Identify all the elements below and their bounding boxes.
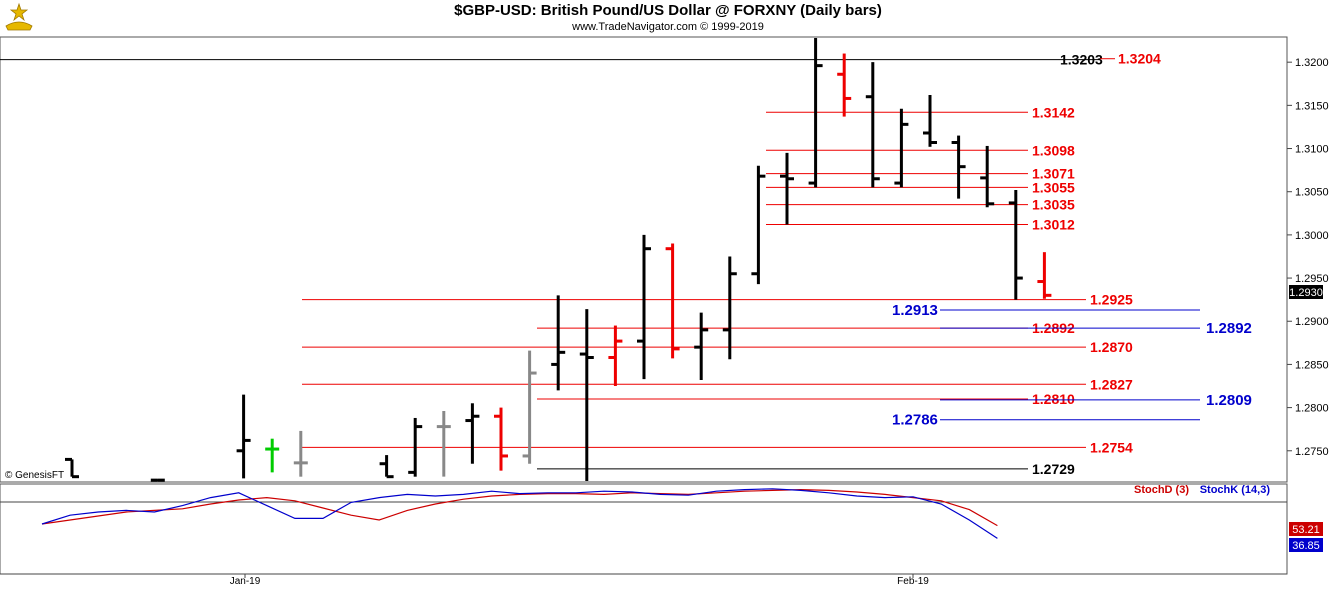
ohlc-bar	[894, 108, 909, 188]
ohlc-bar	[408, 417, 423, 477]
level-label: 1.3204	[1118, 51, 1161, 67]
stoch-d-value-box	[1289, 522, 1323, 536]
ohlc-bar	[637, 234, 651, 380]
level-label: 1.2809	[1206, 392, 1252, 409]
stochastic-lines	[41, 488, 998, 539]
level-label: 1.2892	[1206, 320, 1252, 337]
ohlc-bar	[751, 165, 766, 285]
chart-subtitle: www.TradeNavigator.com © 1999-2019	[572, 21, 764, 33]
ohlc-bar	[379, 455, 394, 479]
ohlc-bar	[579, 309, 594, 481]
stoch-d-line	[41, 488, 998, 527]
x-axis-labels: Jan-19 Feb-19	[230, 574, 929, 587]
ohlc-bar	[293, 430, 308, 477]
ohlc-bar	[551, 295, 566, 391]
ohlc-bar	[465, 403, 480, 464]
y-tick-label: 1.2750	[1295, 446, 1329, 458]
ohlc-bar	[1008, 189, 1023, 300]
trade-navigator-logo-icon	[5, 2, 33, 31]
ohlc-bar	[522, 350, 537, 464]
price-bars	[65, 38, 1052, 482]
level-label: 1.3035	[1032, 197, 1075, 213]
stoch-k-legend: StochK (14,3)	[1200, 484, 1271, 496]
level-label: 1.3142	[1032, 104, 1075, 120]
y-tick-label: 1.2850	[1295, 359, 1329, 371]
y-tick-label: 1.2800	[1295, 403, 1329, 415]
x-tick-label: Jan-19	[230, 576, 261, 587]
ohlc-bar	[265, 438, 280, 473]
stoch-d-value: 53.21	[1292, 524, 1320, 536]
last-price-box	[1289, 285, 1323, 299]
y-tick-label: 1.2950	[1295, 273, 1329, 285]
ohlc-bar	[722, 256, 737, 360]
level-label: 1.2786	[892, 412, 938, 429]
x-tick-label: Feb-19	[897, 576, 929, 587]
level-label: 1.2729	[1032, 461, 1075, 477]
y-tick-label: 1.3100	[1295, 144, 1329, 156]
ohlc-bar	[808, 38, 823, 188]
level-label: 1.3012	[1032, 217, 1075, 233]
level-label: 1.3098	[1032, 142, 1075, 158]
level-label: 1.2913	[892, 302, 938, 319]
ohlc-bar	[780, 152, 794, 225]
level-label: 1.3203	[1060, 52, 1103, 68]
level-label: 1.2827	[1090, 376, 1133, 392]
ohlc-bar	[865, 62, 880, 188]
stoch-d-legend: StochD (3)	[1134, 484, 1189, 496]
level-label: 1.2810	[1032, 391, 1075, 407]
level-label: 1.2925	[1090, 292, 1133, 308]
level-label: 1.2754	[1090, 439, 1133, 455]
y-tick-label: 1.3150	[1295, 100, 1329, 112]
ohlc-bar	[494, 407, 508, 471]
y-axis: 1.3200 1.3150 1.3100 1.3050 1.3000 1.2950 1.29…	[1287, 57, 1329, 458]
ohlc-bar	[236, 394, 251, 479]
ohlc-bar	[665, 243, 680, 359]
stoch-k-value: 36.85	[1292, 540, 1320, 552]
level-label: 1.3071	[1032, 166, 1075, 182]
ohlc-bar	[837, 53, 852, 117]
stochastic-panel	[0, 483, 1288, 575]
stoch-k-value-box	[1289, 538, 1323, 552]
y-tick-label: 1.3050	[1295, 187, 1329, 199]
ohlc-bar	[1037, 252, 1052, 299]
ohlc-bar	[694, 312, 709, 380]
level-label: 1.2870	[1090, 339, 1133, 355]
stoch-k-line	[41, 488, 998, 539]
chart-title: $GBP-USD: British Pound/US Dollar @ FORX…	[454, 2, 882, 19]
ohlc-bar	[436, 411, 451, 477]
ohlc-bar	[608, 325, 623, 387]
ohlc-bar	[150, 478, 165, 482]
last-price-label: 1.2930	[1289, 287, 1323, 299]
ohlc-bar	[980, 145, 995, 208]
ohlc-bar	[923, 94, 937, 147]
ohlc-bar	[65, 457, 79, 479]
watermark: © GenesisFT	[5, 470, 64, 481]
y-tick-label: 1.2900	[1295, 316, 1329, 328]
y-tick-label: 1.3000	[1295, 230, 1329, 242]
y-tick-label: 1.3200	[1295, 57, 1329, 69]
ohlc-bar	[951, 135, 966, 199]
level-label: 1.3055	[1032, 179, 1075, 195]
